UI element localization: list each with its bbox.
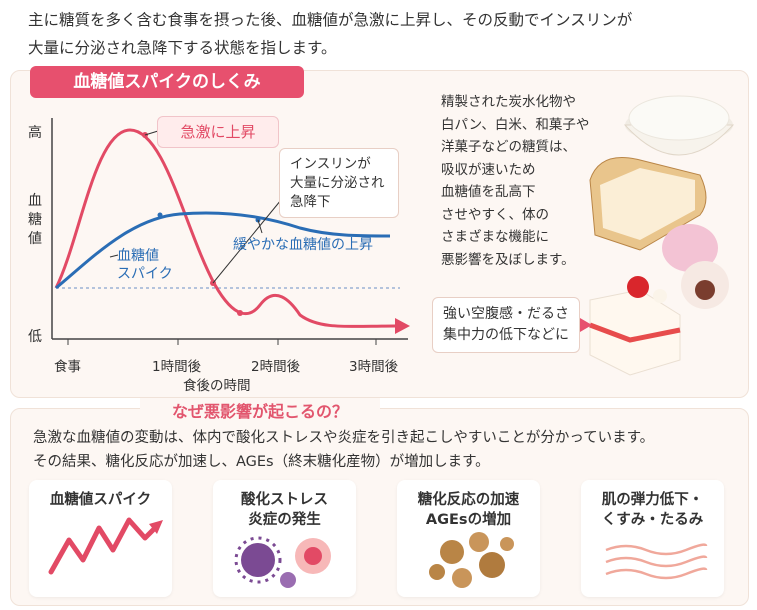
spike-dip-marker <box>237 310 243 316</box>
x-tick-label-1: 1時間後 <box>152 359 202 375</box>
food-line-5: 血糖値を乱高下 <box>441 184 536 200</box>
virus-icon <box>234 536 331 588</box>
effect-line-1: 強い空腹感・だるさ <box>443 306 569 322</box>
y-label-2: 糖 <box>28 212 42 228</box>
why-title: なぜ悪影響が起こるの？ <box>140 398 380 422</box>
spike-label-line-1: 血糖値 <box>117 248 159 264</box>
effect-line-2: 集中力の低下などに <box>443 327 569 343</box>
y-label-3: 値 <box>28 231 42 247</box>
food-illustration <box>589 95 735 376</box>
spike-label-line-2: スパイク <box>117 266 173 282</box>
step-oxidative-stress: 酸化ストレス 炎症の発生 <box>213 480 356 597</box>
step-1-line-1: 血糖値スパイク <box>49 492 152 508</box>
rise-leader <box>144 130 159 136</box>
step-2-label: 酸化ストレス 炎症の発生 <box>213 490 356 530</box>
why-line-1: 急激な血糖値の変動は、体内で酸化ストレスや炎症を引き起こしやすいことが分かってい… <box>33 430 655 446</box>
food-line-2: 白パン、白米、和菓子や <box>441 116 590 133</box>
step-4-label: 肌の弾力低下・ くすみ・たるみ <box>581 490 724 530</box>
step-4-line-2: くすみ・たるみ <box>601 512 704 528</box>
y-high-label: 高 <box>28 125 42 141</box>
step-4-line-1: 肌の弾力低下・ <box>601 492 704 508</box>
intro-line-1: 主に糖質を多く含む食事を摂った後、血糖値が急激に上昇し、その反動でインスリンが <box>28 11 633 29</box>
food-line-6: させやすく、体の <box>441 206 549 223</box>
effect-callout: 強い空腹感・だるさ 集中力の低下などに <box>432 297 580 353</box>
gentle-curve <box>55 211 391 290</box>
spike-arrow-head <box>395 318 410 334</box>
food-line-3: 洋菓子などの糖質は、 <box>441 139 576 155</box>
spike-label-leader <box>109 254 119 258</box>
step-2-line-2: 炎症の発生 <box>248 512 321 528</box>
food-line-1: 精製された炭水化物や <box>441 94 576 110</box>
x-tick-label-2: 2時間後 <box>251 359 301 375</box>
zigzag-icon <box>48 517 163 575</box>
food-description: 精製された炭水化物や 白パン、白米、和菓子や 洋菓子などの糖質は、 吸収が速いた… <box>441 91 601 271</box>
y-label-1: 血 <box>28 193 42 209</box>
x-axis-title: 食後の時間 <box>183 378 251 394</box>
food-line-4: 吸収が速いため <box>441 161 536 178</box>
step-blood-sugar-spike: 血糖値スパイク <box>29 480 172 597</box>
effect-arrow <box>580 318 592 332</box>
step-skin-aging: 肌の弾力低下・ くすみ・たるみ <box>581 480 724 597</box>
insulin-line-3: 急降下 <box>290 194 331 210</box>
ages-cluster-icon <box>429 532 514 588</box>
step-2-line-1: 酸化ストレス <box>241 492 328 508</box>
step-3-line-1: 糖化反応の加速 <box>417 492 520 508</box>
insulin-line-2: 大量に分泌され <box>290 175 385 191</box>
gentle-leader <box>257 219 263 234</box>
x-tick-label-3: 3時間後 <box>349 359 399 375</box>
step-1-label: 血糖値スパイク <box>29 490 172 510</box>
insulin-callout: インスリンが 大量に分泌され 急降下 <box>279 148 399 218</box>
food-line-8: 悪影響を及ぼします。 <box>441 251 575 268</box>
wrinkle-icon <box>605 543 708 580</box>
intro-line-2: 大量に分泌され急降下する状態を指します。 <box>28 39 337 57</box>
gentle-series-label: 緩やかな血糖値の上昇 <box>233 237 373 253</box>
why-text: 急激な血糖値の変動は、体内で酸化ストレスや炎症を引き起こしやすいことが分かってい… <box>33 426 733 474</box>
step-glycation: 糖化反応の加速 AGEsの増加 <box>397 480 540 597</box>
insulin-line-1: インスリンが <box>290 156 371 172</box>
spike-series-label: 血糖値 スパイク <box>117 247 173 283</box>
insulin-leader <box>212 199 282 284</box>
step-3-line-2: AGEsの増加 <box>425 512 512 528</box>
why-line-2: その結果、糖化反応が加速し、AGEs（終末糖化産物）が増加します。 <box>33 454 490 470</box>
rapid-rise-callout: 急激に上昇 <box>157 116 279 148</box>
section-title: 血糖値スパイクのしくみ <box>30 66 304 98</box>
intro-text: 主に糖質を多く含む食事を摂った後、血糖値が急激に上昇し、その反動でインスリンが … <box>28 6 748 62</box>
y-low-label: 低 <box>28 329 42 345</box>
food-line-7: さまざまな機能に <box>441 229 549 245</box>
x-tick-label-0: 食事 <box>54 359 81 375</box>
step-3-label: 糖化反応の加速 AGEsの増加 <box>397 490 540 530</box>
gentle-marker <box>157 212 163 218</box>
